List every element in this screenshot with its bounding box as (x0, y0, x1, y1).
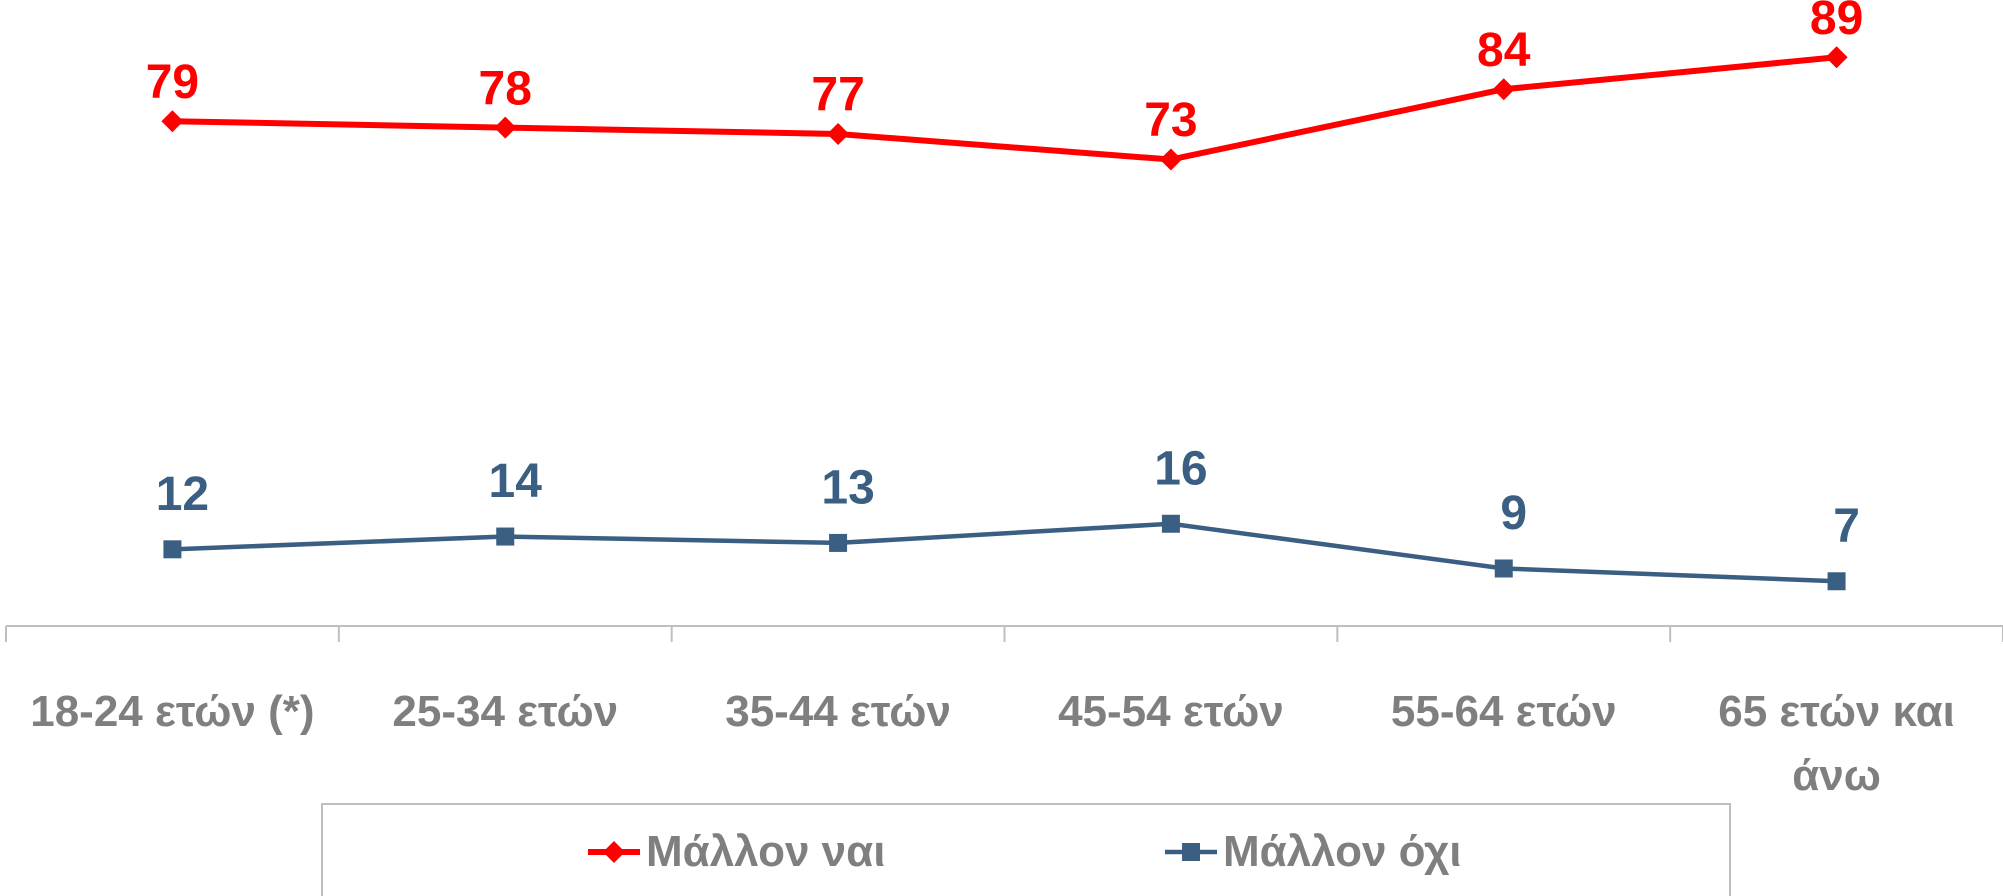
legend-label: Μάλλον ναι (646, 827, 886, 876)
data-label: 7 (1833, 500, 1860, 553)
legend-box (321, 803, 1731, 896)
x-tick-label: 18-24 ετών (*) (30, 687, 315, 736)
x-tick-label: 65 ετών και άνω (1718, 687, 1955, 800)
data-label: 79 (146, 56, 199, 109)
line (172, 521, 1837, 584)
marker (1161, 514, 1180, 533)
marker (1492, 78, 1515, 101)
marker (1827, 572, 1846, 591)
legend-label: Μάλλον όχι (1223, 827, 1462, 876)
marker (496, 527, 515, 546)
data-label: 84 (1477, 24, 1531, 77)
marker (163, 540, 182, 559)
marker (603, 841, 625, 863)
marker (494, 116, 517, 139)
marker (827, 122, 850, 145)
data-label: 16 (1154, 442, 1207, 495)
data-label: 73 (1144, 94, 1197, 147)
x-tick-label: 25-34 ετών (392, 687, 619, 736)
marker (829, 533, 848, 552)
data-label: 14 (489, 455, 543, 508)
data-label: 78 (479, 62, 532, 115)
data-label: 89 (1810, 0, 1863, 45)
line (172, 54, 1837, 163)
marker (161, 110, 184, 133)
marker (1182, 843, 1200, 861)
data-label: 77 (811, 69, 864, 122)
marker (1159, 148, 1182, 171)
x-tick-label: 35-44 ετών (725, 687, 951, 736)
data-label: 12 (156, 468, 209, 521)
data-label: 9 (1500, 487, 1527, 540)
x-tick-label: 55-64 ετών (1390, 687, 1617, 736)
data-label: 13 (821, 462, 874, 515)
x-tick-label: 45-54 ετών (1058, 687, 1284, 736)
marker (1494, 559, 1513, 578)
marker (1825, 46, 1848, 69)
